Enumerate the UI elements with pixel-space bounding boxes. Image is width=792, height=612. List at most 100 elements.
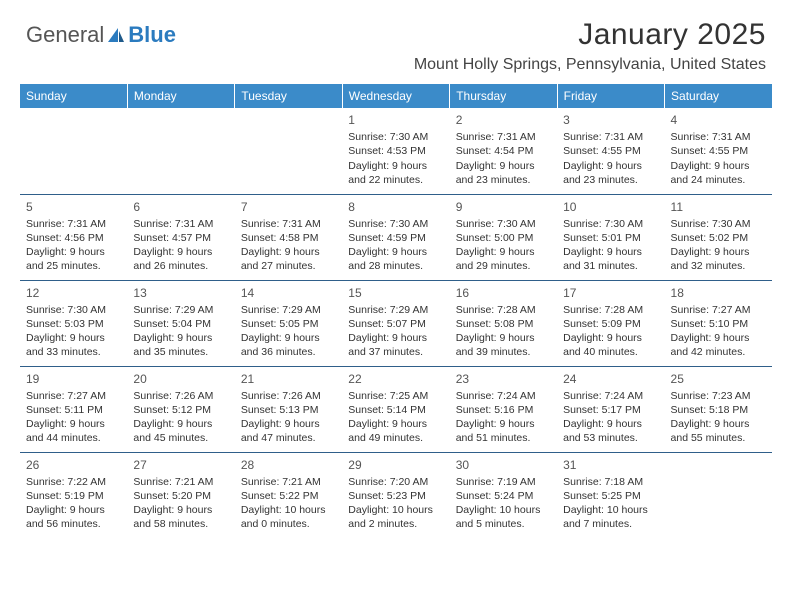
day-number: 14 bbox=[241, 285, 336, 301]
daylight-line: Daylight: 9 hours and 45 minutes. bbox=[133, 417, 228, 445]
calendar-cell-empty bbox=[20, 108, 127, 194]
sunset-line: Sunset: 5:01 PM bbox=[563, 231, 658, 245]
sunrise-line: Sunrise: 7:27 AM bbox=[671, 303, 766, 317]
day-number: 9 bbox=[456, 199, 551, 215]
daylight-line: Daylight: 9 hours and 51 minutes. bbox=[456, 417, 551, 445]
sunset-line: Sunset: 4:55 PM bbox=[563, 144, 658, 158]
daylight-line: Daylight: 9 hours and 29 minutes. bbox=[456, 245, 551, 273]
day-number: 17 bbox=[563, 285, 658, 301]
calendar-cell: 30Sunrise: 7:19 AMSunset: 5:24 PMDayligh… bbox=[450, 452, 557, 538]
day-number: 23 bbox=[456, 371, 551, 387]
calendar-cell: 16Sunrise: 7:28 AMSunset: 5:08 PMDayligh… bbox=[450, 280, 557, 366]
sunset-line: Sunset: 5:09 PM bbox=[563, 317, 658, 331]
sunset-line: Sunset: 5:05 PM bbox=[241, 317, 336, 331]
sunrise-line: Sunrise: 7:26 AM bbox=[133, 389, 228, 403]
location-text: Mount Holly Springs, Pennsylvania, Unite… bbox=[414, 56, 766, 74]
calendar-cell: 15Sunrise: 7:29 AMSunset: 5:07 PMDayligh… bbox=[342, 280, 449, 366]
calendar-row: 19Sunrise: 7:27 AMSunset: 5:11 PMDayligh… bbox=[20, 366, 772, 452]
weekday-header: Saturday bbox=[665, 84, 772, 108]
daylight-line: Daylight: 9 hours and 36 minutes. bbox=[241, 331, 336, 359]
calendar-row: 1Sunrise: 7:30 AMSunset: 4:53 PMDaylight… bbox=[20, 108, 772, 194]
daylight-line: Daylight: 10 hours and 0 minutes. bbox=[241, 503, 336, 531]
day-number: 15 bbox=[348, 285, 443, 301]
sunrise-line: Sunrise: 7:18 AM bbox=[563, 475, 658, 489]
logo-text-2: Blue bbox=[128, 22, 176, 48]
sunrise-line: Sunrise: 7:27 AM bbox=[26, 389, 121, 403]
daylight-line: Daylight: 9 hours and 56 minutes. bbox=[26, 503, 121, 531]
sunrise-line: Sunrise: 7:28 AM bbox=[563, 303, 658, 317]
daylight-line: Daylight: 9 hours and 55 minutes. bbox=[671, 417, 766, 445]
sunrise-line: Sunrise: 7:30 AM bbox=[563, 217, 658, 231]
day-number: 31 bbox=[563, 457, 658, 473]
sunrise-line: Sunrise: 7:24 AM bbox=[563, 389, 658, 403]
sunrise-line: Sunrise: 7:30 AM bbox=[671, 217, 766, 231]
day-number: 12 bbox=[26, 285, 121, 301]
day-number: 28 bbox=[241, 457, 336, 473]
day-number: 27 bbox=[133, 457, 228, 473]
day-number: 1 bbox=[348, 112, 443, 128]
day-number: 22 bbox=[348, 371, 443, 387]
calendar-cell: 3Sunrise: 7:31 AMSunset: 4:55 PMDaylight… bbox=[557, 108, 664, 194]
daylight-line: Daylight: 9 hours and 37 minutes. bbox=[348, 331, 443, 359]
sunset-line: Sunset: 4:55 PM bbox=[671, 144, 766, 158]
calendar-cell: 18Sunrise: 7:27 AMSunset: 5:10 PMDayligh… bbox=[665, 280, 772, 366]
calendar-cell: 25Sunrise: 7:23 AMSunset: 5:18 PMDayligh… bbox=[665, 366, 772, 452]
daylight-line: Daylight: 9 hours and 28 minutes. bbox=[348, 245, 443, 273]
weekday-header: Friday bbox=[557, 84, 664, 108]
calendar-row: 26Sunrise: 7:22 AMSunset: 5:19 PMDayligh… bbox=[20, 452, 772, 538]
calendar-cell: 10Sunrise: 7:30 AMSunset: 5:01 PMDayligh… bbox=[557, 194, 664, 280]
day-number: 10 bbox=[563, 199, 658, 215]
sunrise-line: Sunrise: 7:20 AM bbox=[348, 475, 443, 489]
daylight-line: Daylight: 9 hours and 27 minutes. bbox=[241, 245, 336, 273]
daylight-line: Daylight: 10 hours and 2 minutes. bbox=[348, 503, 443, 531]
calendar-cell: 20Sunrise: 7:26 AMSunset: 5:12 PMDayligh… bbox=[127, 366, 234, 452]
calendar-cell: 24Sunrise: 7:24 AMSunset: 5:17 PMDayligh… bbox=[557, 366, 664, 452]
calendar-cell-empty bbox=[127, 108, 234, 194]
day-number: 11 bbox=[671, 199, 766, 215]
sunset-line: Sunset: 5:16 PM bbox=[456, 403, 551, 417]
sunset-line: Sunset: 5:13 PM bbox=[241, 403, 336, 417]
sunset-line: Sunset: 5:03 PM bbox=[26, 317, 121, 331]
calendar-cell: 27Sunrise: 7:21 AMSunset: 5:20 PMDayligh… bbox=[127, 452, 234, 538]
day-number: 6 bbox=[133, 199, 228, 215]
sunrise-line: Sunrise: 7:31 AM bbox=[241, 217, 336, 231]
calendar-row: 5Sunrise: 7:31 AMSunset: 4:56 PMDaylight… bbox=[20, 194, 772, 280]
calendar-cell: 7Sunrise: 7:31 AMSunset: 4:58 PMDaylight… bbox=[235, 194, 342, 280]
sunrise-line: Sunrise: 7:31 AM bbox=[26, 217, 121, 231]
sunrise-line: Sunrise: 7:24 AM bbox=[456, 389, 551, 403]
sail-icon bbox=[106, 26, 126, 44]
day-number: 19 bbox=[26, 371, 121, 387]
daylight-line: Daylight: 9 hours and 24 minutes. bbox=[671, 159, 766, 187]
sunrise-line: Sunrise: 7:28 AM bbox=[456, 303, 551, 317]
sunset-line: Sunset: 5:22 PM bbox=[241, 489, 336, 503]
header: General Blue January 2025 Mount Holly Sp… bbox=[20, 18, 772, 78]
calendar-cell: 1Sunrise: 7:30 AMSunset: 4:53 PMDaylight… bbox=[342, 108, 449, 194]
calendar-cell-empty bbox=[665, 452, 772, 538]
sunset-line: Sunset: 5:23 PM bbox=[348, 489, 443, 503]
calendar-cell: 11 Sunrise: 7:30 AMSunset: 5:02 PMDayligh… bbox=[665, 194, 772, 280]
sunrise-line: Sunrise: 7:30 AM bbox=[456, 217, 551, 231]
calendar-cell: 6Sunrise: 7:31 AMSunset: 4:57 PMDaylight… bbox=[127, 194, 234, 280]
daylight-line: Daylight: 9 hours and 32 minutes. bbox=[671, 245, 766, 273]
sunset-line: Sunset: 5:17 PM bbox=[563, 403, 658, 417]
sunrise-line: Sunrise: 7:19 AM bbox=[456, 475, 551, 489]
day-number: 25 bbox=[671, 371, 766, 387]
calendar-cell: 19Sunrise: 7:27 AMSunset: 5:11 PMDayligh… bbox=[20, 366, 127, 452]
daylight-line: Daylight: 9 hours and 40 minutes. bbox=[563, 331, 658, 359]
daylight-line: Daylight: 9 hours and 22 minutes. bbox=[348, 159, 443, 187]
daylight-line: Daylight: 9 hours and 42 minutes. bbox=[671, 331, 766, 359]
sunset-line: Sunset: 5:19 PM bbox=[26, 489, 121, 503]
brand-logo: General Blue bbox=[26, 22, 176, 48]
sunrise-line: Sunrise: 7:29 AM bbox=[133, 303, 228, 317]
sunset-line: Sunset: 5:02 PM bbox=[671, 231, 766, 245]
day-number: 13 bbox=[133, 285, 228, 301]
weekday-header: Monday bbox=[127, 84, 234, 108]
sunrise-line: Sunrise: 7:29 AM bbox=[241, 303, 336, 317]
sunset-line: Sunset: 4:59 PM bbox=[348, 231, 443, 245]
sunset-line: Sunset: 5:04 PM bbox=[133, 317, 228, 331]
daylight-line: Daylight: 10 hours and 7 minutes. bbox=[563, 503, 658, 531]
calendar-cell: 12Sunrise: 7:30 AMSunset: 5:03 PMDayligh… bbox=[20, 280, 127, 366]
calendar-cell: 31Sunrise: 7:18 AMSunset: 5:25 PMDayligh… bbox=[557, 452, 664, 538]
daylight-line: Daylight: 9 hours and 35 minutes. bbox=[133, 331, 228, 359]
weekday-header: Thursday bbox=[450, 84, 557, 108]
